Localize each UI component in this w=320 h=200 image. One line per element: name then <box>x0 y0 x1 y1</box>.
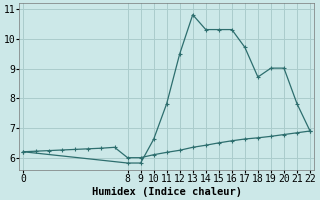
X-axis label: Humidex (Indice chaleur): Humidex (Indice chaleur) <box>92 186 242 197</box>
